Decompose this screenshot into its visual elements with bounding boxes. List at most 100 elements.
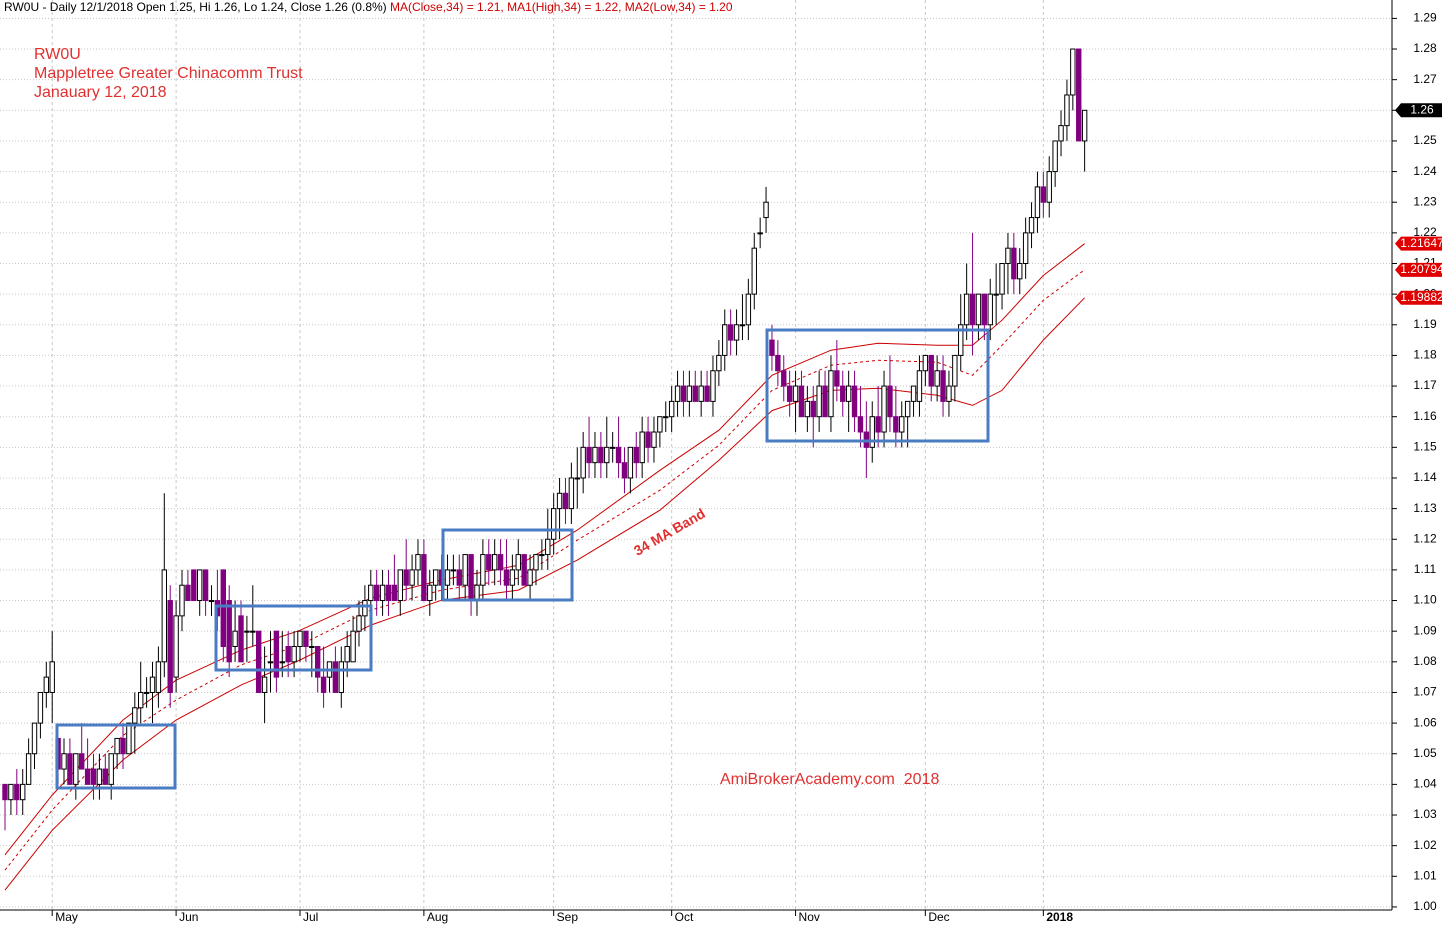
candle-body	[515, 554, 521, 571]
candle-body	[810, 400, 816, 418]
candle-body	[379, 584, 386, 602]
x-tick-label: Oct	[675, 910, 694, 924]
axes: 1.00 1.01 1.02 1.03 1.04 1.05 1.06 1.07 1.08 1.09…	[51, 11, 1444, 924]
candle-body	[574, 477, 580, 480]
y-tick-label: 1.11	[1414, 562, 1437, 576]
candle-body	[155, 661, 162, 693]
candle-body	[397, 569, 403, 602]
price-marker	[1395, 103, 1442, 118]
candle-body	[769, 339, 775, 356]
candle-body	[84, 768, 91, 785]
candle-body	[958, 324, 964, 356]
candle-body	[975, 293, 982, 326]
candle-body	[798, 385, 805, 418]
candle-body	[645, 431, 651, 448]
candle-body	[940, 370, 946, 402]
candle-body	[834, 370, 840, 387]
y-tick-label: 1.15	[1413, 440, 1437, 454]
ma-line	[4, 269, 1085, 871]
candle-body	[840, 385, 846, 402]
candle-body	[1040, 186, 1047, 203]
candle-body	[704, 385, 710, 402]
header: RW0U - Daily 12/1/2018 Open 1.25, Hi 1.2…	[4, 0, 733, 14]
candle-body	[96, 768, 103, 785]
x-tick-label: Aug	[427, 910, 448, 924]
x-tick-label: Jun	[179, 910, 198, 924]
y-tick-label: 1.28	[1413, 41, 1437, 55]
candle-body	[432, 569, 439, 586]
y-tick-label: 1.02	[1413, 838, 1437, 852]
candle-body	[509, 569, 516, 586]
candle-body	[120, 737, 126, 755]
candle-body	[143, 691, 150, 694]
title-line: Mappletree Greater Chinacomm Trust	[34, 65, 303, 82]
candle-body	[261, 676, 268, 693]
candle-body	[604, 446, 610, 464]
candle-body	[845, 385, 852, 402]
candle-body	[491, 554, 498, 571]
candle-body	[751, 247, 757, 295]
candle-body	[444, 569, 451, 586]
candle-body	[226, 600, 232, 663]
ma-lines	[4, 243, 1085, 891]
price-marker	[1395, 262, 1442, 277]
candle-body	[391, 584, 398, 602]
candle-body	[580, 446, 586, 479]
x-tick-label: Nov	[799, 910, 820, 924]
price-label: 1.20794	[1400, 262, 1444, 276]
candle-body	[132, 707, 138, 724]
candle-body	[621, 462, 628, 479]
candle-body	[674, 385, 681, 402]
candle-body	[1046, 171, 1052, 203]
candle-body	[31, 722, 38, 755]
candle-body	[267, 661, 274, 664]
y-tick-label: 1.06	[1413, 715, 1437, 729]
candle-body	[1028, 217, 1035, 234]
x-tick-label: Jul	[303, 910, 318, 924]
header-info: RW0U - Daily 12/1/2018 Open 1.25, Hi 1.2…	[4, 0, 387, 14]
candle-body	[887, 385, 893, 418]
candle-body	[161, 569, 168, 663]
candle-body	[338, 661, 344, 693]
candle-body	[468, 554, 474, 602]
highlight-boxes	[55, 328, 990, 790]
candle-body	[368, 584, 374, 602]
candle-body	[480, 554, 486, 586]
candle-body	[108, 753, 114, 785]
candle-body	[25, 753, 32, 785]
candle-body	[373, 584, 380, 602]
candle-body	[928, 354, 934, 387]
candle-body	[255, 630, 262, 693]
candle-body	[668, 400, 675, 418]
candle-body	[220, 569, 226, 647]
candle-body	[232, 630, 238, 647]
candle-body	[1022, 232, 1029, 265]
candle-body	[781, 370, 787, 387]
candle-body	[303, 630, 309, 647]
candle-body	[828, 370, 834, 418]
candle-body	[680, 385, 687, 402]
candle-body	[1076, 48, 1082, 142]
y-tick-label: 1.01	[1413, 868, 1437, 882]
candle-body	[615, 446, 622, 464]
candles	[2, 48, 1088, 831]
candle-body	[663, 416, 669, 419]
candle-body	[1017, 263, 1023, 280]
candle-body	[952, 354, 958, 387]
candle-body	[916, 370, 923, 402]
candle-body	[1064, 94, 1070, 127]
candle-body	[191, 569, 197, 602]
highlight-box	[441, 528, 574, 602]
candle-body	[238, 615, 244, 663]
candle-body	[415, 554, 421, 571]
x-tick-label: Sep	[557, 910, 579, 924]
y-tick-label: 1.25	[1413, 133, 1437, 147]
candle-body	[816, 385, 822, 418]
candle-body	[503, 569, 510, 586]
x-tick-label: 2018	[1046, 910, 1073, 924]
candle-body	[969, 293, 976, 326]
candle-body	[727, 324, 734, 341]
candle-body	[698, 385, 704, 402]
candle-body	[686, 385, 693, 402]
